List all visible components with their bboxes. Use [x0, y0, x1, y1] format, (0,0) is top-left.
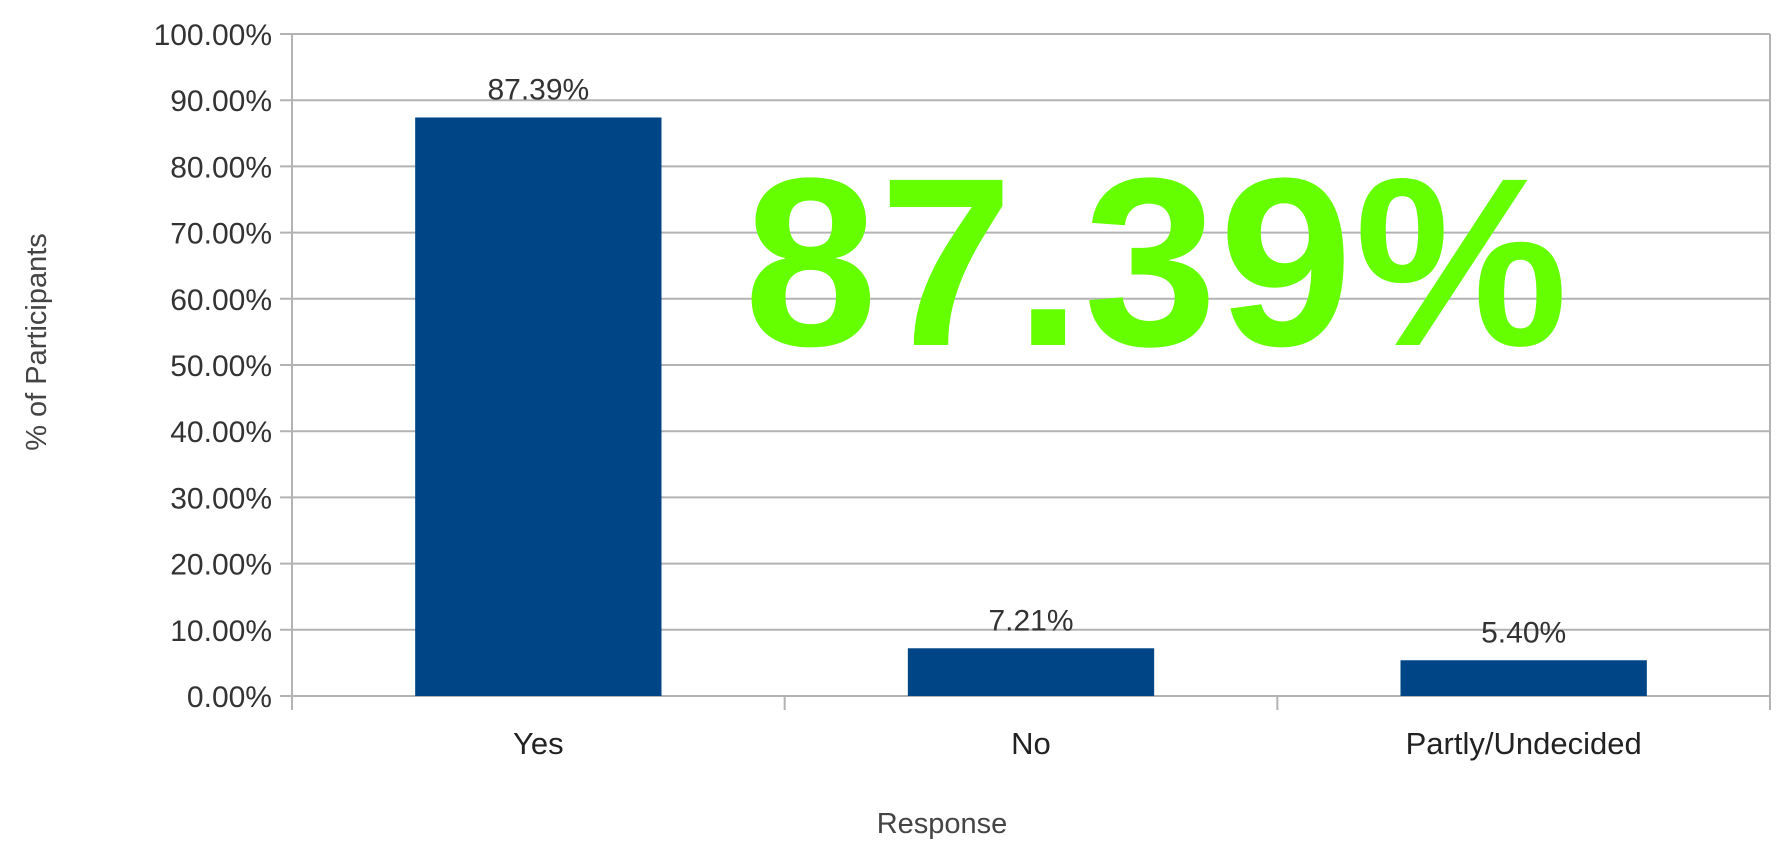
overlay-highlight-text: 87.39%	[744, 128, 1570, 396]
labels: 0.00% 10.00% 20.00% 30.00% 40.00% 50.00% 60.00…	[154, 19, 1642, 761]
y-tick-label: 100.00%	[154, 19, 272, 52]
x-tick-label: No	[1011, 726, 1051, 761]
bar-yes	[415, 117, 662, 696]
y-tick-label: 70.00%	[170, 218, 272, 251]
data-label: 5.40%	[1481, 616, 1566, 649]
bar-partly-undecided	[1400, 660, 1647, 696]
y-tick-label: 30.00%	[170, 482, 272, 515]
y-tick-label: 90.00%	[170, 85, 272, 118]
bars	[415, 117, 1647, 696]
y-tick-label: 10.00%	[170, 615, 272, 648]
y-tick-label: 40.00%	[170, 416, 272, 449]
axes	[291, 34, 1771, 710]
y-axis-title: % of Participants	[21, 233, 53, 451]
y-tick-label: 0.00%	[187, 681, 272, 714]
x-tick-label: Partly/Undecided	[1406, 726, 1642, 761]
y-tick-label: 50.00%	[170, 350, 272, 383]
x-axis-title: Response	[877, 808, 1008, 840]
data-label: 87.39%	[487, 73, 589, 106]
x-tick-label: Yes	[513, 726, 564, 761]
bar-no	[907, 648, 1155, 696]
y-tick-label: 80.00%	[170, 151, 272, 184]
data-label: 7.21%	[988, 604, 1073, 637]
y-tick-label: 20.00%	[170, 549, 272, 582]
y-tick-label: 60.00%	[170, 284, 272, 317]
